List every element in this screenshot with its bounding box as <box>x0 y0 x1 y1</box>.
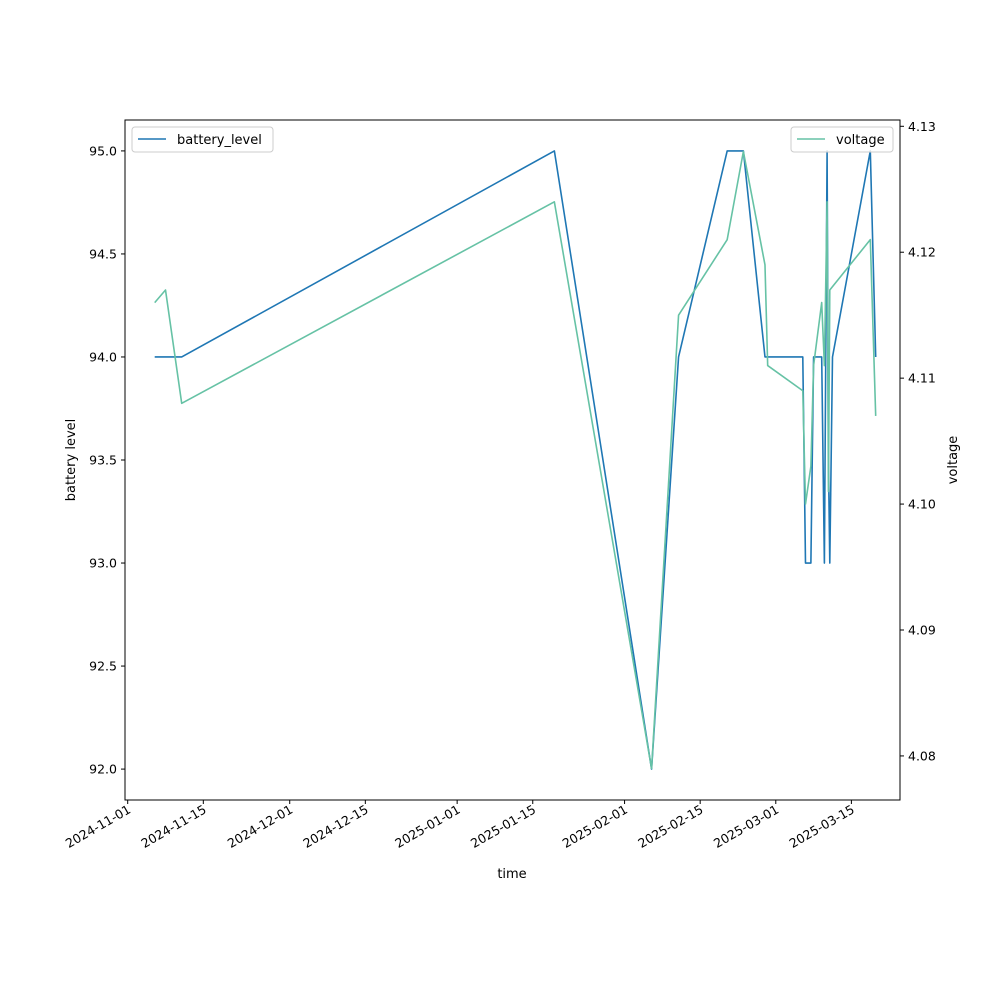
y-left-tick-label: 93.5 <box>89 453 117 468</box>
y-right-tick-label: 4.12 <box>908 245 936 260</box>
x-axis-title: time <box>497 867 526 882</box>
legend-left-box <box>131 126 274 153</box>
legend-left: battery_level <box>131 126 274 153</box>
y-right-tick-label: 4.13 <box>908 119 936 134</box>
y-left-tick-label: 93.0 <box>89 556 117 571</box>
legend-left-label: battery_level <box>177 133 262 148</box>
y-right-axis-ticks: 4.08 4.09 4.10 4.11 4.12 4.13 <box>900 119 936 763</box>
series-lines <box>154 150 877 770</box>
y-right-tick-label: 4.10 <box>908 497 936 512</box>
series-line-voltage <box>154 150 877 770</box>
legend-right-box <box>790 126 894 153</box>
legend-right-label: voltage <box>836 133 885 148</box>
y-left-tick-label: 92.5 <box>89 659 117 674</box>
series-line-battery-level <box>154 150 877 770</box>
y-left-tick-label: 94.5 <box>89 246 117 261</box>
y-right-tick-label: 4.09 <box>908 623 936 638</box>
legend-right: voltage <box>790 126 894 153</box>
y-left-tick-label: 95.0 <box>89 143 117 158</box>
y-left-axis-title: battery level <box>64 419 79 502</box>
y-right-axis-title: voltage <box>946 436 961 485</box>
y-right-tick-label: 4.11 <box>908 371 936 386</box>
y-left-tick-label: 94.0 <box>89 349 117 364</box>
y-left-tick-label: 92.0 <box>89 762 117 777</box>
y-left-axis-ticks: 92.0 92.5 93.0 93.5 94.0 94.5 95.0 <box>89 143 125 777</box>
y-right-tick-label: 4.08 <box>908 748 936 763</box>
